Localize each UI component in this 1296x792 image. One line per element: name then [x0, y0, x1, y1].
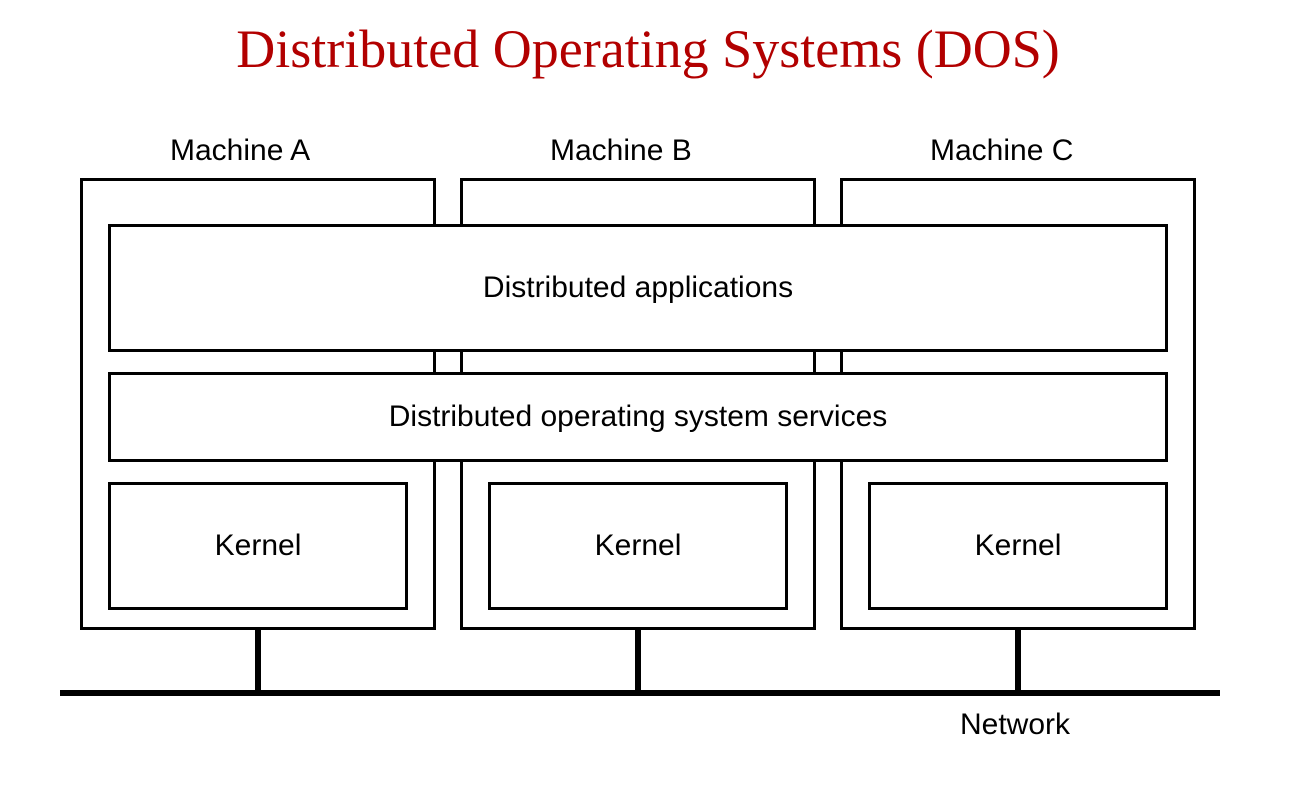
network-line — [60, 690, 1220, 696]
machine-label-2: Machine C — [930, 134, 1073, 168]
kernel-box-2: Kernel — [868, 482, 1168, 610]
machine-label-0: Machine A — [170, 134, 310, 168]
connector-2 — [1015, 630, 1021, 694]
kernel-box-0: Kernel — [108, 482, 408, 610]
machine-label-1: Machine B — [550, 134, 692, 168]
diagram-container: Machine A Machine B Machine C Distributed a… — [80, 128, 1216, 768]
network-label: Network — [960, 708, 1070, 742]
kernel-box-1: Kernel — [488, 482, 788, 610]
layer-box-0: Distributed applications — [108, 224, 1168, 352]
connector-1 — [635, 630, 641, 694]
page-title: Distributed Operating Systems (DOS) — [0, 18, 1296, 80]
connector-0 — [255, 630, 261, 694]
layer-box-1: Distributed operating system services — [108, 372, 1168, 462]
